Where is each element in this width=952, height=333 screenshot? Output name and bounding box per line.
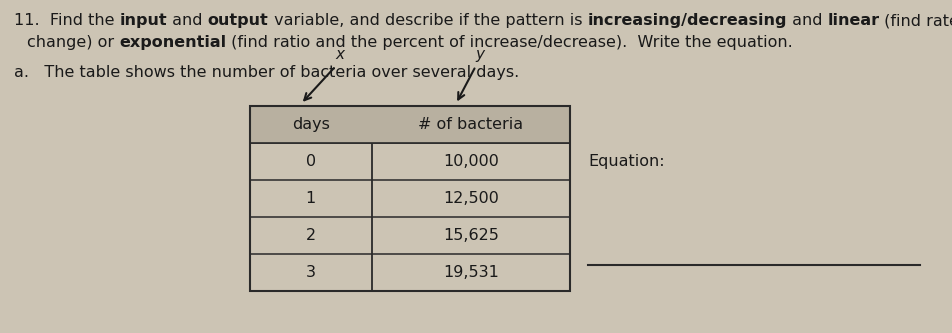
Text: 15,625: 15,625 — [443, 228, 498, 243]
Text: increasing/decreasing: increasing/decreasing — [586, 13, 786, 28]
Text: 12,500: 12,500 — [443, 191, 498, 206]
Text: 3: 3 — [306, 265, 315, 280]
Text: (find ratio and the percent of increase/decrease).  Write the equation.: (find ratio and the percent of increase/… — [227, 35, 792, 50]
Text: and: and — [167, 13, 208, 28]
Text: days: days — [291, 117, 329, 132]
Text: linear: linear — [826, 13, 879, 28]
Text: 10,000: 10,000 — [443, 154, 498, 169]
Text: 0: 0 — [306, 154, 315, 169]
Text: Equation:: Equation: — [587, 154, 664, 169]
Text: 11.  Find the: 11. Find the — [14, 13, 120, 28]
Text: (find rate of: (find rate of — [879, 13, 952, 28]
Text: a.   The table shows the number of bacteria over several days.: a. The table shows the number of bacteri… — [14, 65, 519, 80]
Text: output: output — [208, 13, 268, 28]
Text: and: and — [786, 13, 826, 28]
Text: input: input — [120, 13, 167, 28]
Text: variable, and describe if the pattern is: variable, and describe if the pattern is — [268, 13, 586, 28]
Text: change) or: change) or — [27, 35, 119, 50]
Text: y: y — [475, 47, 485, 62]
Text: 1: 1 — [306, 191, 316, 206]
Text: # of bacteria: # of bacteria — [418, 117, 523, 132]
Text: exponential: exponential — [119, 35, 227, 50]
Text: x: x — [335, 47, 345, 62]
Text: 19,531: 19,531 — [443, 265, 498, 280]
Text: 2: 2 — [306, 228, 315, 243]
